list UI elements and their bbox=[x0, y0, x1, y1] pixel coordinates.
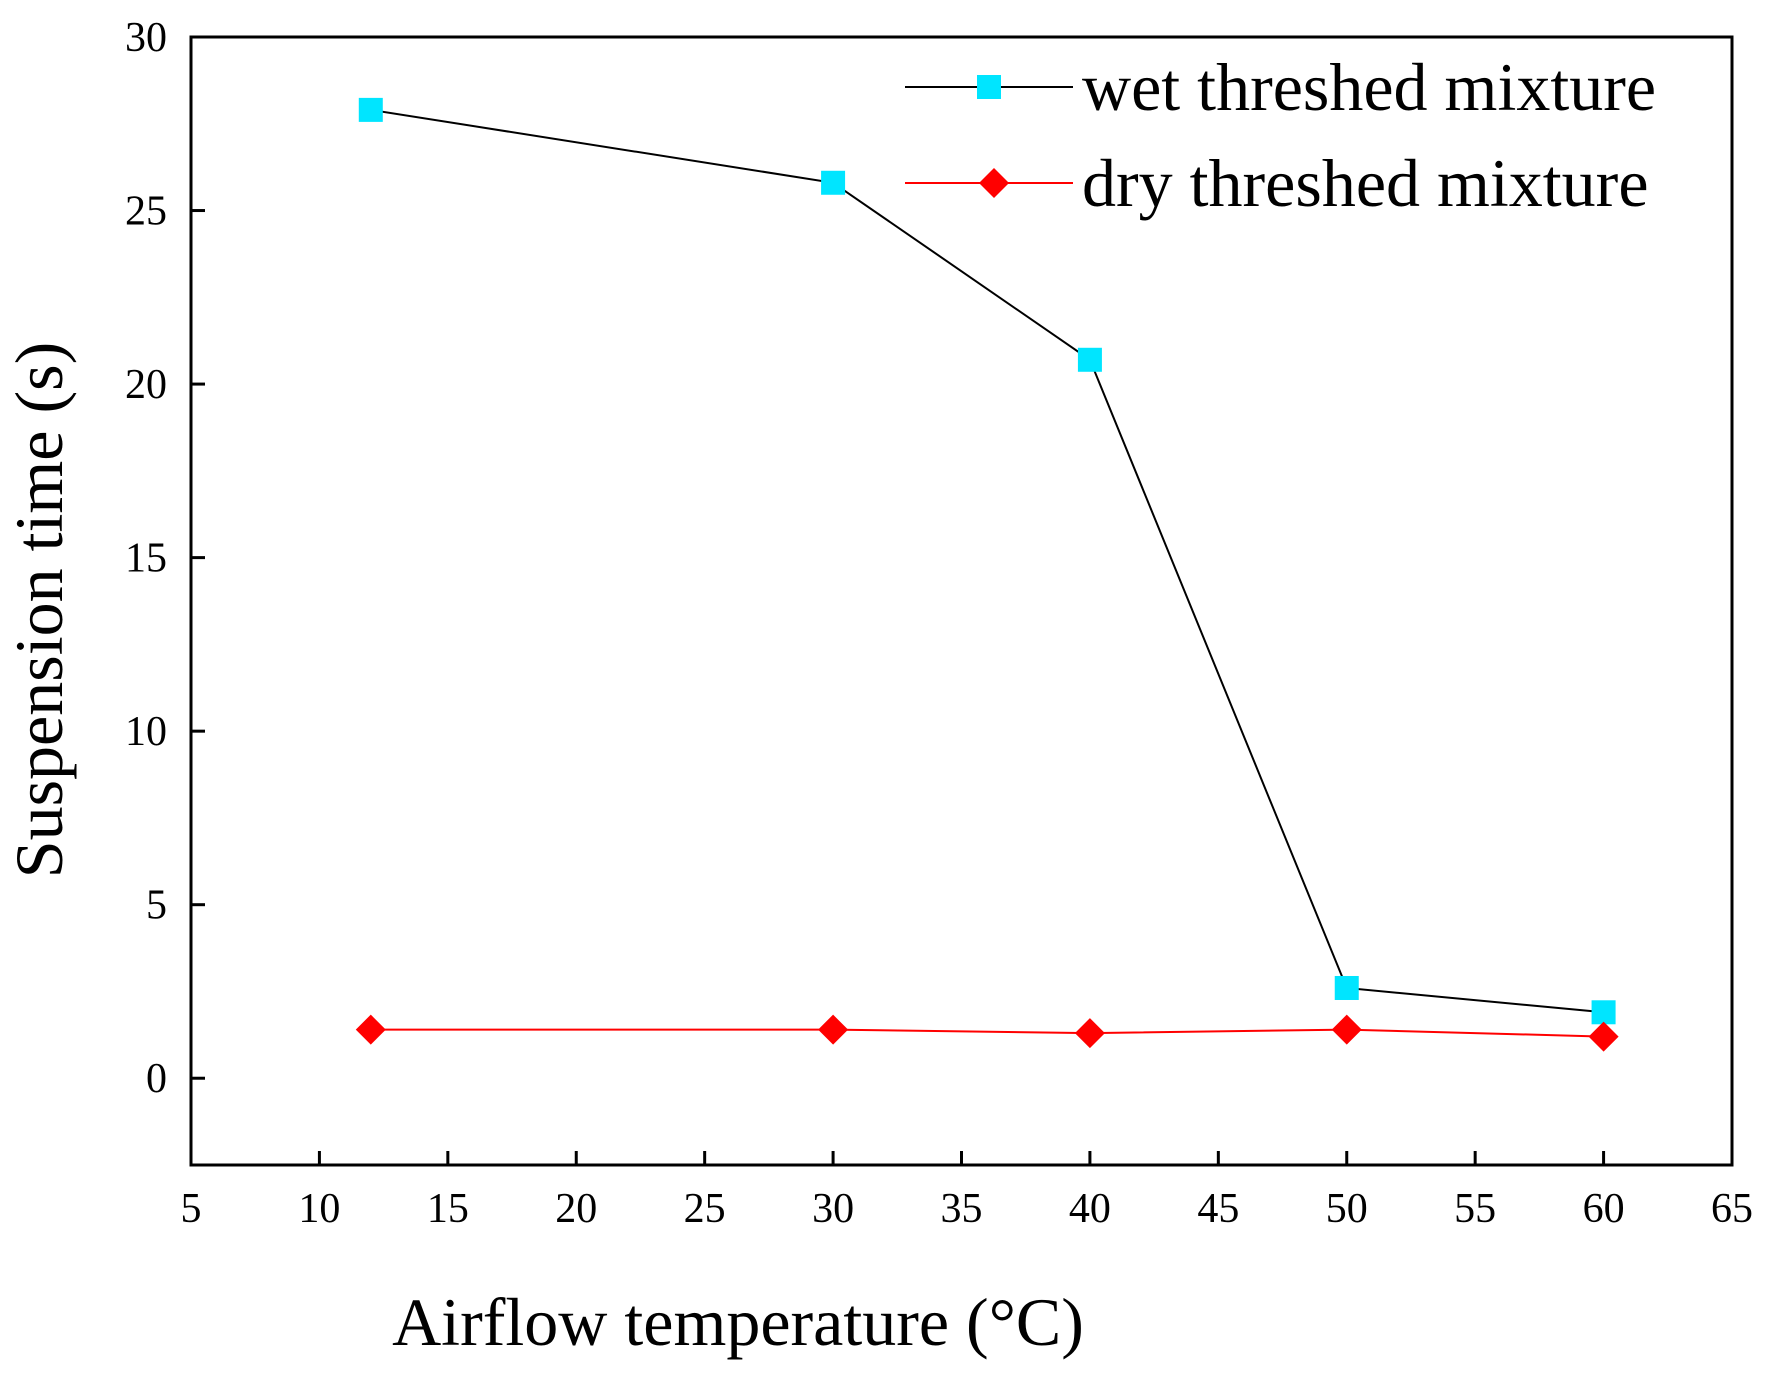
x-tick-label: 15 bbox=[427, 1186, 469, 1232]
x-tick-label: 50 bbox=[1326, 1186, 1368, 1232]
x-axis-title: Airflow temperature (°C) bbox=[392, 1284, 1084, 1360]
legend-entry-dry: dry threshed mixture bbox=[905, 145, 1649, 221]
y-tick-label: 5 bbox=[146, 883, 167, 929]
y-tick-label: 20 bbox=[125, 362, 167, 408]
data-point-dry bbox=[355, 1014, 386, 1045]
series-line-dry bbox=[370, 1028, 1604, 1038]
x-tick-label: 25 bbox=[684, 1186, 726, 1232]
x-tick-label: 60 bbox=[1583, 1186, 1625, 1232]
x-tick-label: 45 bbox=[1197, 1186, 1239, 1232]
data-point-dry bbox=[1074, 1018, 1105, 1049]
y-tick-label: 0 bbox=[146, 1056, 167, 1102]
x-tick-label: 55 bbox=[1454, 1186, 1496, 1232]
x-tick-label: 30 bbox=[812, 1186, 854, 1232]
x-tick-label: 5 bbox=[181, 1186, 202, 1232]
legend: wet threshed mixture dry threshed mixtur… bbox=[905, 49, 1656, 221]
series-line-wet bbox=[370, 108, 1604, 1014]
data-point-dry bbox=[818, 1014, 849, 1045]
legend-marker-wet bbox=[977, 75, 1001, 99]
series-lines bbox=[370, 108, 1604, 1038]
data-point-wet bbox=[358, 97, 383, 122]
legend-entry-wet: wet threshed mixture bbox=[905, 49, 1656, 125]
y-axis-title: Suspension time (s) bbox=[1, 342, 77, 878]
data-point-wet bbox=[1334, 975, 1359, 1000]
x-tick-label: 35 bbox=[941, 1186, 983, 1232]
x-tick-label: 40 bbox=[1069, 1186, 1111, 1232]
data-point-dry bbox=[1588, 1021, 1619, 1052]
legend-marker-dry bbox=[979, 168, 1009, 198]
y-tick-label: 30 bbox=[125, 15, 167, 61]
data-point-wet bbox=[1077, 347, 1102, 372]
x-tick-label: 10 bbox=[298, 1186, 340, 1232]
y-tick-label: 10 bbox=[125, 709, 167, 755]
data-point-dry bbox=[1331, 1014, 1362, 1045]
x-tick-label: 20 bbox=[555, 1186, 597, 1232]
x-axis: 5 10 15 20 25 30 35 40 45 50 55 60 65 bbox=[181, 1151, 1753, 1232]
data-point-wet bbox=[821, 170, 846, 195]
y-axis: 0 5 10 15 20 25 30 bbox=[125, 15, 205, 1102]
x-tick-label: 65 bbox=[1711, 1186, 1753, 1232]
series-markers bbox=[355, 97, 1619, 1052]
y-tick-label: 15 bbox=[125, 536, 167, 582]
legend-label-wet: wet threshed mixture bbox=[1082, 49, 1656, 125]
legend-label-dry: dry threshed mixture bbox=[1082, 145, 1649, 221]
y-tick-label: 25 bbox=[125, 189, 167, 235]
data-point-wet bbox=[1591, 1000, 1616, 1025]
